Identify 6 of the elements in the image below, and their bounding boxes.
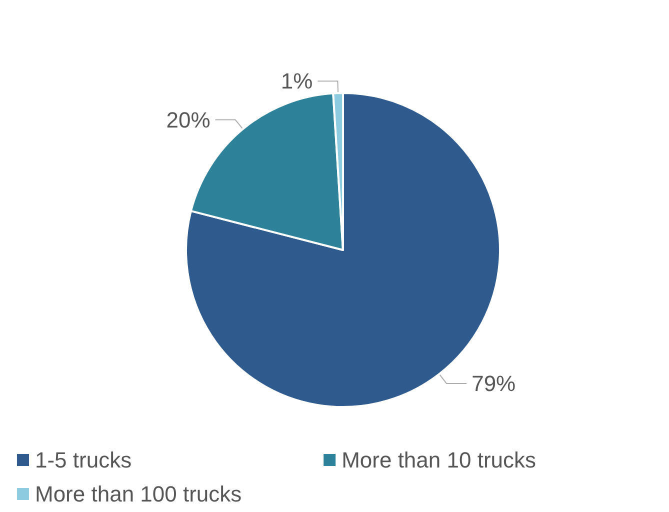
legend-label: More than 100 trucks (35, 482, 242, 506)
data-label: 20% (166, 107, 210, 132)
data-label: 79% (472, 371, 516, 396)
legend-label: 1-5 trucks (35, 448, 132, 472)
legend-label: More than 10 trucks (342, 448, 536, 472)
data-label: 1% (280, 68, 313, 94)
